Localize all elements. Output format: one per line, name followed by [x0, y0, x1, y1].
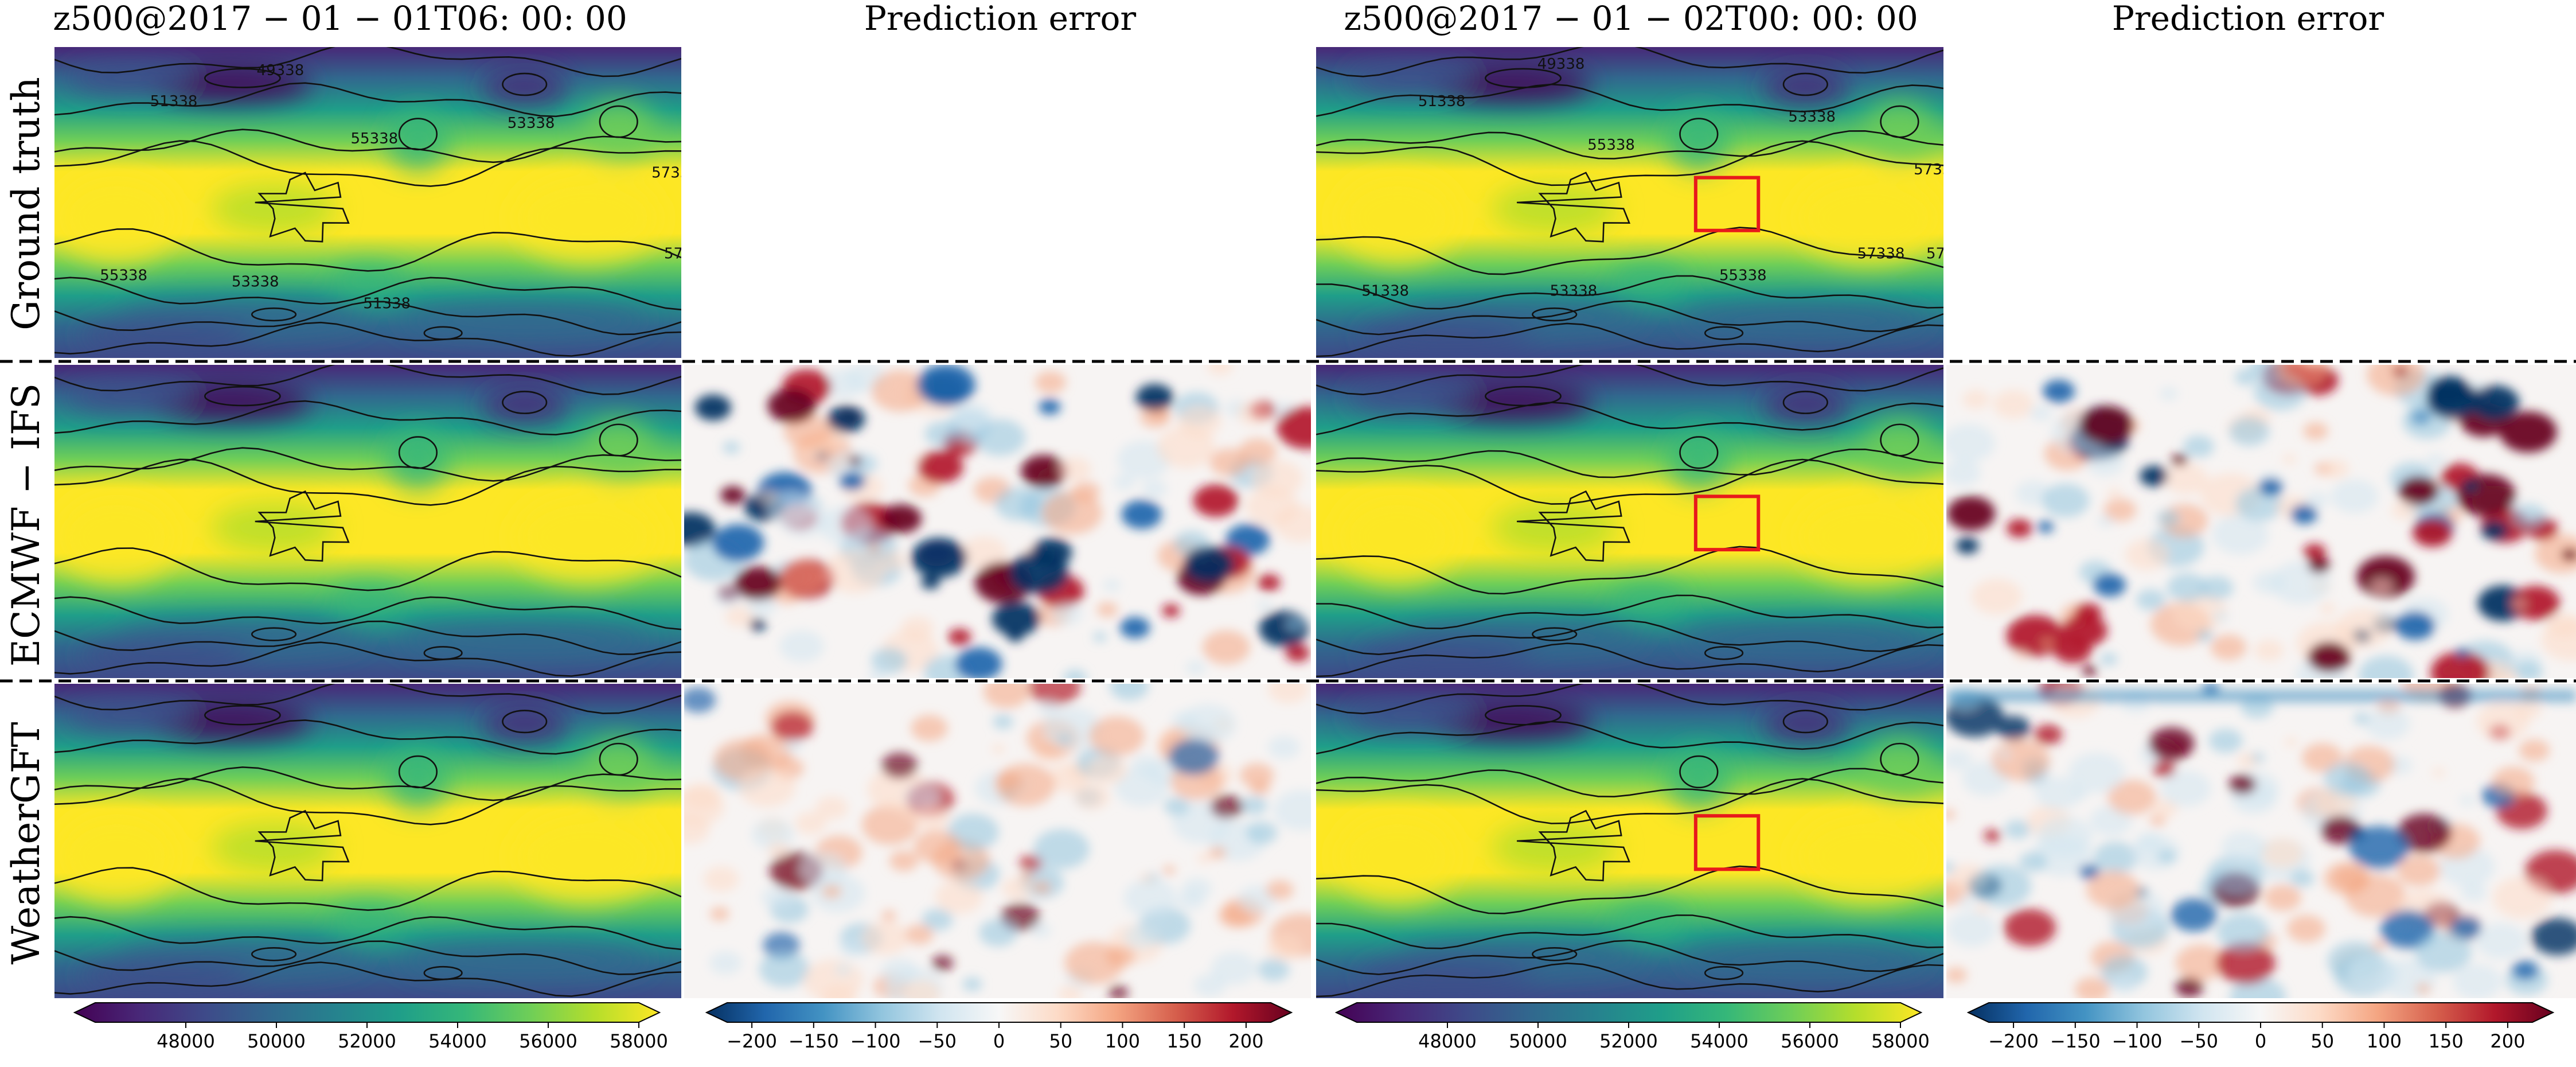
colorbar-tick-label: 58000 [610, 1030, 668, 1052]
contour-label: 53338 [508, 115, 555, 132]
z500-field-panel: 49338 51338 53338 55338 57338 5733 55338 53338 5… [54, 47, 702, 358]
contour-label: 53338 [232, 273, 279, 290]
contour-label: 57338 [651, 165, 699, 182]
colorbar-tick-label: 54000 [1690, 1030, 1748, 1052]
colorbar-tick-label: 58000 [1871, 1030, 1930, 1052]
colorbar-tick-label: 56000 [1781, 1030, 1839, 1052]
colorbar-tick-label: 52000 [1599, 1030, 1658, 1052]
contour-label: 53338 [1788, 108, 1836, 126]
highlight-box [1693, 814, 1761, 871]
z500-colorbar-right: 48000 50000 52000 54000 56000 58000 [1334, 1002, 1930, 1052]
colorbar-tick-label: 200 [1228, 1030, 1263, 1052]
contour-label: 55338 [351, 130, 399, 147]
contour-label: 51338 [363, 295, 411, 312]
colorbar-tick-label: 48000 [1418, 1030, 1477, 1052]
z500-field-panel [1316, 684, 1943, 998]
error-colorbar-right: −200 −150 −100 −50 0 50 100 150 200 [1966, 1002, 2555, 1052]
column-title-1: z500@2017 − 01 − 01T06: 00: 00 [53, 0, 627, 38]
contour-label: 5733 [664, 246, 702, 263]
column-title-2: Prediction error [864, 0, 1136, 38]
z500-field-panel: 49338 51338 53338 55338 57338 5733 57338 51338 5… [1316, 47, 1964, 358]
row-separators [0, 360, 2576, 683]
highlight-box [1693, 176, 1761, 232]
contour-lines [54, 684, 681, 997]
row-label-weathergft: WeatherGFT [4, 722, 48, 964]
contour-lines [1316, 47, 1943, 357]
colorbar-tick-label: 52000 [338, 1030, 396, 1052]
contour-label: 55338 [100, 267, 147, 285]
panel-grid: 49338 51338 53338 55338 57338 5733 55338 53338 5… [54, 47, 2576, 998]
contour-label: 51338 [150, 93, 198, 110]
colorbar-tick-label: 100 [1105, 1030, 1140, 1052]
colorbar-tick-label: 100 [2367, 1030, 2402, 1052]
error-panel [684, 365, 1311, 678]
contour-label: 51338 [1361, 283, 1409, 300]
contour-lines [54, 365, 681, 677]
colorbar-tick-label: 0 [2255, 1030, 2266, 1052]
colorbar-tick-label: −50 [2180, 1030, 2219, 1052]
contour-lines [1316, 684, 1943, 998]
colorbar-tick-label: 48000 [157, 1030, 215, 1052]
column-title-4: Prediction error [2112, 0, 2384, 38]
colorbar-tick-label: −100 [850, 1030, 901, 1052]
contour-label: 49338 [1537, 56, 1585, 73]
contour-label: 51338 [1418, 93, 1466, 110]
contour-lines [54, 47, 681, 357]
highlight-box [1693, 494, 1761, 552]
error-panel [684, 684, 1311, 998]
contour-lines [1316, 365, 1943, 677]
error-panel [1946, 684, 2576, 998]
colorbar-tick-label: 200 [2490, 1030, 2525, 1052]
colorbar-tick-label: 50000 [247, 1030, 306, 1052]
contour-label: 53338 [1550, 283, 1598, 300]
row-label-ground-truth: Ground truth [4, 77, 48, 330]
contour-label: 55338 [1587, 137, 1635, 154]
colorbar-tick-label: −200 [727, 1030, 777, 1052]
contour-label: 57338 [1914, 161, 1961, 178]
contour-label: 5733 [1926, 246, 1964, 263]
z500-field-panel [1316, 365, 1943, 678]
colorbar-tick-label: −200 [1988, 1030, 2039, 1052]
contour-label: 55338 [1719, 267, 1767, 285]
colorbar-tick-label: 0 [993, 1030, 1005, 1052]
z500-field-panel [54, 365, 681, 678]
colorbar-tick-label: 50 [2310, 1030, 2334, 1052]
colorbar-tick-label: 50000 [1509, 1030, 1567, 1052]
column-title-3: z500@2017 − 01 − 02T00: 00: 00 [1344, 0, 1918, 38]
colorbar-tick-label: −100 [2112, 1030, 2163, 1052]
row-label-ecmwf-ifs: ECMWF − IFS [4, 383, 48, 667]
error-colorbar-left: −200 −150 −100 −50 0 50 100 150 200 [705, 1002, 1293, 1052]
contour-label: 49338 [257, 62, 305, 79]
colorbar-tick-label: 56000 [519, 1030, 577, 1052]
error-panel [1946, 365, 2576, 678]
colorbar-tick-label: −50 [918, 1030, 957, 1052]
colorbar-tick-label: −150 [789, 1030, 839, 1052]
colorbar-tick-label: −150 [2050, 1030, 2101, 1052]
colorbar-tick-label: 150 [1167, 1030, 1202, 1052]
colorbars: 48000 50000 52000 54000 56000 58000 48000 50000… [73, 1002, 2555, 1052]
colorbar-tick-label: 150 [2429, 1030, 2464, 1052]
z500-field-panel [54, 684, 681, 998]
colorbar-tick-label: 54000 [428, 1030, 487, 1052]
contour-label: 57338 [1857, 246, 1905, 263]
colorbar-tick-label: 50 [1049, 1030, 1072, 1052]
z500-colorbar-left: 48000 50000 52000 54000 56000 58000 [73, 1002, 668, 1052]
